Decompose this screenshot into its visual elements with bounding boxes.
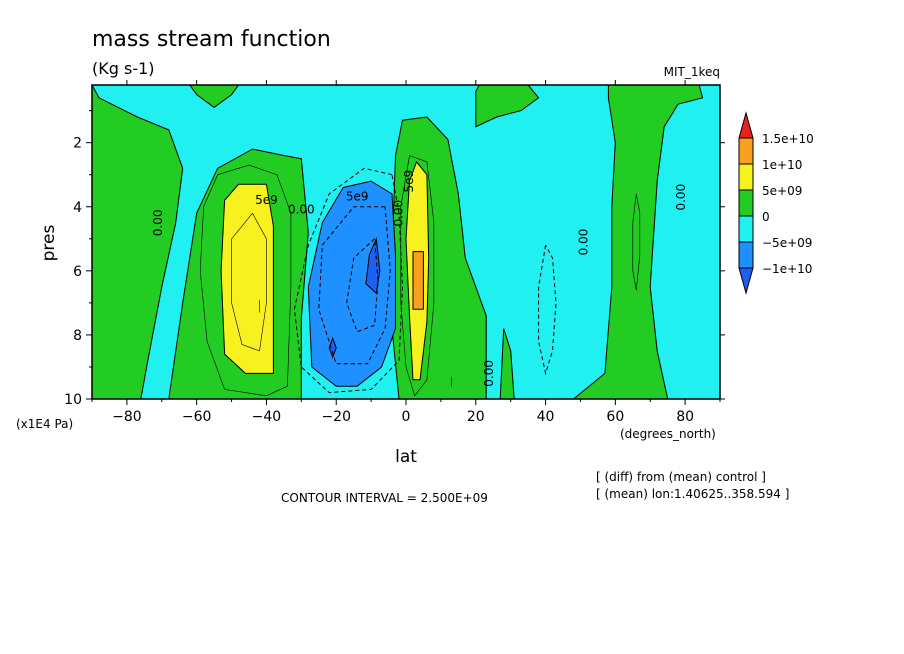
contour-label: 5e9	[346, 190, 369, 204]
colorbar-top-arrow	[738, 111, 754, 139]
note-mean: [ (mean) lon:1.40625..358.594 ]	[596, 487, 789, 501]
y-tick-label: 10	[64, 392, 82, 408]
contour-region	[220, 183, 274, 374]
chart-title: mass stream function	[92, 27, 331, 52]
colorbar-swatch	[738, 241, 754, 269]
x-tick-label: 80	[676, 409, 694, 425]
x-tick-label: 0	[402, 409, 411, 425]
x-axis: −80 −60 −40 −20 0 20 40 60 80	[91, 80, 721, 425]
contour-label: 0.00	[482, 360, 496, 387]
contour-lines	[199, 155, 641, 397]
y-tick-label: 6	[73, 264, 82, 280]
y-axis-units: (x1E4 Pa)	[16, 417, 73, 431]
contour-label: 0.00	[392, 200, 406, 227]
colorbar-swatch	[738, 137, 754, 165]
x-axis-units: (degrees_north)	[620, 427, 716, 441]
colorbar: 1.5e+10 1e+10 5e+09 0 −5e+09 −1e+10	[738, 111, 814, 295]
chart-subtitle: (Kg s-1)	[92, 59, 155, 78]
contour-fill-regions	[92, 85, 704, 399]
contour-region	[365, 236, 381, 295]
y-tick-label: 4	[73, 200, 82, 216]
plot-area	[92, 85, 720, 399]
contour-interval: CONTOUR INTERVAL = 2.500E+09	[281, 491, 488, 505]
contour-label: 0.00	[288, 202, 315, 216]
contour-label: 0.00	[576, 229, 590, 256]
x-tick-label: −40	[252, 409, 282, 425]
x-tick-label: 60	[606, 409, 624, 425]
contour-line	[231, 213, 267, 352]
contour-region	[475, 85, 540, 128]
contour-line	[632, 193, 641, 291]
contour-line	[400, 155, 435, 397]
y-tick-label: 8	[73, 328, 82, 344]
colorbar-swatch	[738, 215, 754, 243]
y-axis-label: pres	[39, 225, 59, 262]
contour-label: 0.00	[674, 184, 688, 211]
colorbar-bottom-arrow	[738, 267, 754, 295]
contour-region	[499, 328, 515, 399]
contour-region	[92, 85, 184, 399]
colorbar-label: 0	[762, 210, 770, 224]
colorbar-label: −5e+09	[762, 236, 812, 250]
contour-region	[572, 85, 704, 399]
contour-region	[328, 336, 337, 359]
x-tick-label: 40	[537, 409, 555, 425]
colorbar-label: 1.5e+10	[762, 132, 814, 146]
colorbar-swatch	[738, 189, 754, 217]
y-tick-label: 2	[73, 136, 82, 152]
x-tick-label: −80	[112, 409, 142, 425]
contour-region	[307, 180, 396, 387]
x-tick-label: −60	[182, 409, 212, 425]
contour-line	[538, 244, 557, 376]
x-axis-label: lat	[395, 447, 417, 467]
contour-line	[199, 164, 292, 397]
contour-line	[293, 167, 404, 394]
x-tick-label: −20	[321, 409, 351, 425]
contour-region	[412, 251, 424, 310]
colorbar-swatch	[738, 163, 754, 191]
dataset-label: MIT_1keq	[664, 65, 720, 79]
contour-labels: 0.00 5e9 0.00 5e9 0.00 5e9 0.00 0.00 0.00	[151, 170, 688, 387]
colorbar-label: −1e+10	[762, 262, 812, 276]
x-tick-label: 20	[467, 409, 485, 425]
contour-label: 5e9	[402, 170, 416, 193]
note-diff: [ (diff) from (mean) control ]	[596, 470, 766, 484]
contour-line	[346, 238, 379, 333]
contour-region	[189, 85, 240, 109]
contour-label: 5e9	[255, 193, 278, 207]
colorbar-label: 1e+10	[762, 158, 802, 172]
contour-line	[318, 206, 391, 365]
contour-label: 0.00	[151, 209, 165, 236]
y-axis: 2 4 6 8 10	[64, 110, 725, 408]
colorbar-label: 5e+09	[762, 184, 802, 198]
